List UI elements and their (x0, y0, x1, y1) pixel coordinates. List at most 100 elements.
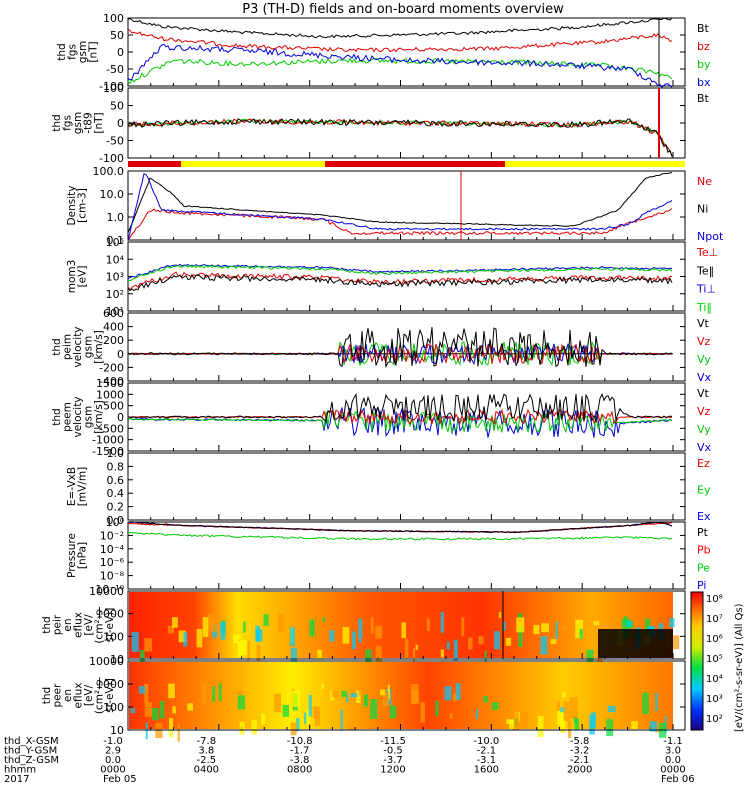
spectrogram-cell (560, 707, 566, 713)
spectrogram-cell (420, 702, 425, 723)
x-row-value: -10.8 (287, 736, 313, 747)
colorbar-label: [eV/(cm²-s-sr-eV)] (All Qs) (734, 603, 745, 732)
y-tick-label: 0.4 (107, 487, 125, 500)
y-axis-label-line: [km/s] (93, 400, 105, 434)
mode-segment (325, 161, 505, 167)
y-tick-label: 0 (117, 117, 124, 130)
y-axis-label-line: en (62, 689, 74, 702)
panel-efield: E=-VxB[mV/m] 1.00.80.60.40.20.0 Ez Ey Ex (66, 447, 711, 527)
y-axis-label-line: eflux (73, 612, 85, 638)
spectrogram-cell (178, 630, 187, 643)
y-axis-label-line: gsm (83, 406, 95, 428)
x-end-date: Feb 06 (661, 774, 695, 785)
legend-bx: bx (697, 76, 711, 89)
y-axis-label-line: [eV/ (83, 684, 95, 706)
series-ne (127, 207, 673, 241)
spectrogram-cell (380, 689, 386, 696)
panel-temp: mom3[eV] 10⁵ 10⁴ 10³ 10² 10¹ Te⊥ Te‖ Ti⊥ Ti‖ (66, 236, 718, 318)
spectrogram-cell (494, 631, 500, 650)
colorbar: 10⁸ 10⁷ 10⁶ 10⁵ 10⁴ 10³ 10² [eV/(cm²-s-sr-eV)] … (690, 591, 745, 732)
spectrogram-cell (309, 619, 315, 637)
legend-by: by (697, 58, 711, 71)
panel-frame (127, 17, 686, 87)
spectrogram-cell (453, 693, 458, 702)
spectrogram-cell (183, 632, 188, 647)
low-count-region (598, 629, 673, 658)
spectrogram-cell (356, 690, 361, 704)
series-bx (127, 43, 673, 89)
y-tick-label: -50 (106, 135, 124, 148)
spectrogram-cell (347, 721, 355, 730)
y-tick-label: -500 (99, 422, 124, 435)
y-axis-label-line: eflux (73, 683, 85, 709)
spectrogram-cell (655, 692, 658, 711)
spectrogram-cell (455, 683, 461, 700)
spectrogram-cell (274, 693, 282, 713)
spectrogram-cell (626, 621, 632, 627)
colorbar-tick-label: 10⁷ (706, 614, 723, 625)
spectrogram-cell (358, 618, 363, 637)
x-row-value: 1200 (380, 765, 405, 776)
x-row-value: 0.0 (105, 755, 121, 766)
y-axis-label-line: [nPa] (77, 542, 89, 569)
series-npot (127, 172, 673, 241)
spectrogram-cell (236, 690, 244, 695)
spectrogram-cell (304, 712, 307, 724)
spectrogram-cell (277, 614, 285, 633)
legend-pb: Pb (697, 544, 711, 557)
spectrogram-cell (560, 711, 566, 734)
series-ni (127, 172, 673, 233)
series-residual (127, 117, 673, 156)
x-row-label: thd_X-GSM (4, 736, 59, 747)
x-row-value: -3.2 (570, 746, 590, 757)
series-pe (127, 531, 673, 541)
y-axis-label-line: thd (51, 408, 63, 425)
spectrogram-cell (144, 683, 149, 704)
y-tick-label: 0 (117, 411, 124, 424)
legend-te‖: Te‖ (696, 264, 714, 277)
y-axis-label-line: velocity (72, 396, 84, 437)
y-tick-label: 10² (106, 288, 124, 301)
legend-bz: bz (697, 40, 710, 53)
spectrogram-cell (306, 709, 311, 725)
y-tick-label: 100 (103, 701, 124, 714)
legend-vy: Vy (697, 423, 711, 436)
x-row-value: -11.5 (380, 736, 406, 747)
y-tick-label: 10000 (89, 585, 124, 598)
spectrogram-cell (569, 697, 578, 719)
y-axis-label-line: [nT] (88, 41, 100, 62)
spectrogram-cell (435, 700, 439, 717)
spectrogram-cell (233, 634, 239, 644)
x-row-value: 0000 (100, 765, 125, 776)
legend-bt: Bt (697, 92, 710, 105)
spectrogram-cell (237, 641, 242, 658)
spectrogram-cell (236, 634, 242, 639)
legend-vz: Vz (697, 335, 711, 348)
spectrogram-cell (518, 613, 523, 618)
series-temperature (127, 263, 673, 280)
y-tick-label: 0.1 (107, 234, 125, 247)
y-axis-label-line: sr-eV)] (104, 608, 116, 643)
spectrogram-cell (382, 692, 390, 707)
spectrogram-cell (196, 629, 203, 648)
spectrogram-cell (579, 628, 583, 639)
legend-vx: Vx (697, 371, 712, 384)
y-tick-label: 10⁻⁴ (100, 543, 125, 556)
x-row-value: 0400 (194, 765, 219, 776)
spectrogram-cell (389, 705, 397, 719)
colorbar-tick-label: 10³ (706, 694, 723, 705)
spectrogram-cell (363, 694, 369, 707)
y-axis-label-line: [km/s] (93, 330, 105, 364)
spectrogram-cell (296, 717, 300, 732)
spectrogram-cell (518, 626, 523, 648)
spectrogram-cell (516, 617, 525, 633)
series-residual (127, 118, 673, 157)
chart-title: P3 (TH-D) fields and on-board moments ov… (242, 2, 564, 17)
x-row-value: 0000 (660, 765, 685, 776)
spectrogram-cell (562, 692, 566, 698)
spectrogram-cell (237, 695, 246, 710)
spectrogram-cell (478, 636, 484, 645)
spectrogram-cell (251, 719, 257, 735)
